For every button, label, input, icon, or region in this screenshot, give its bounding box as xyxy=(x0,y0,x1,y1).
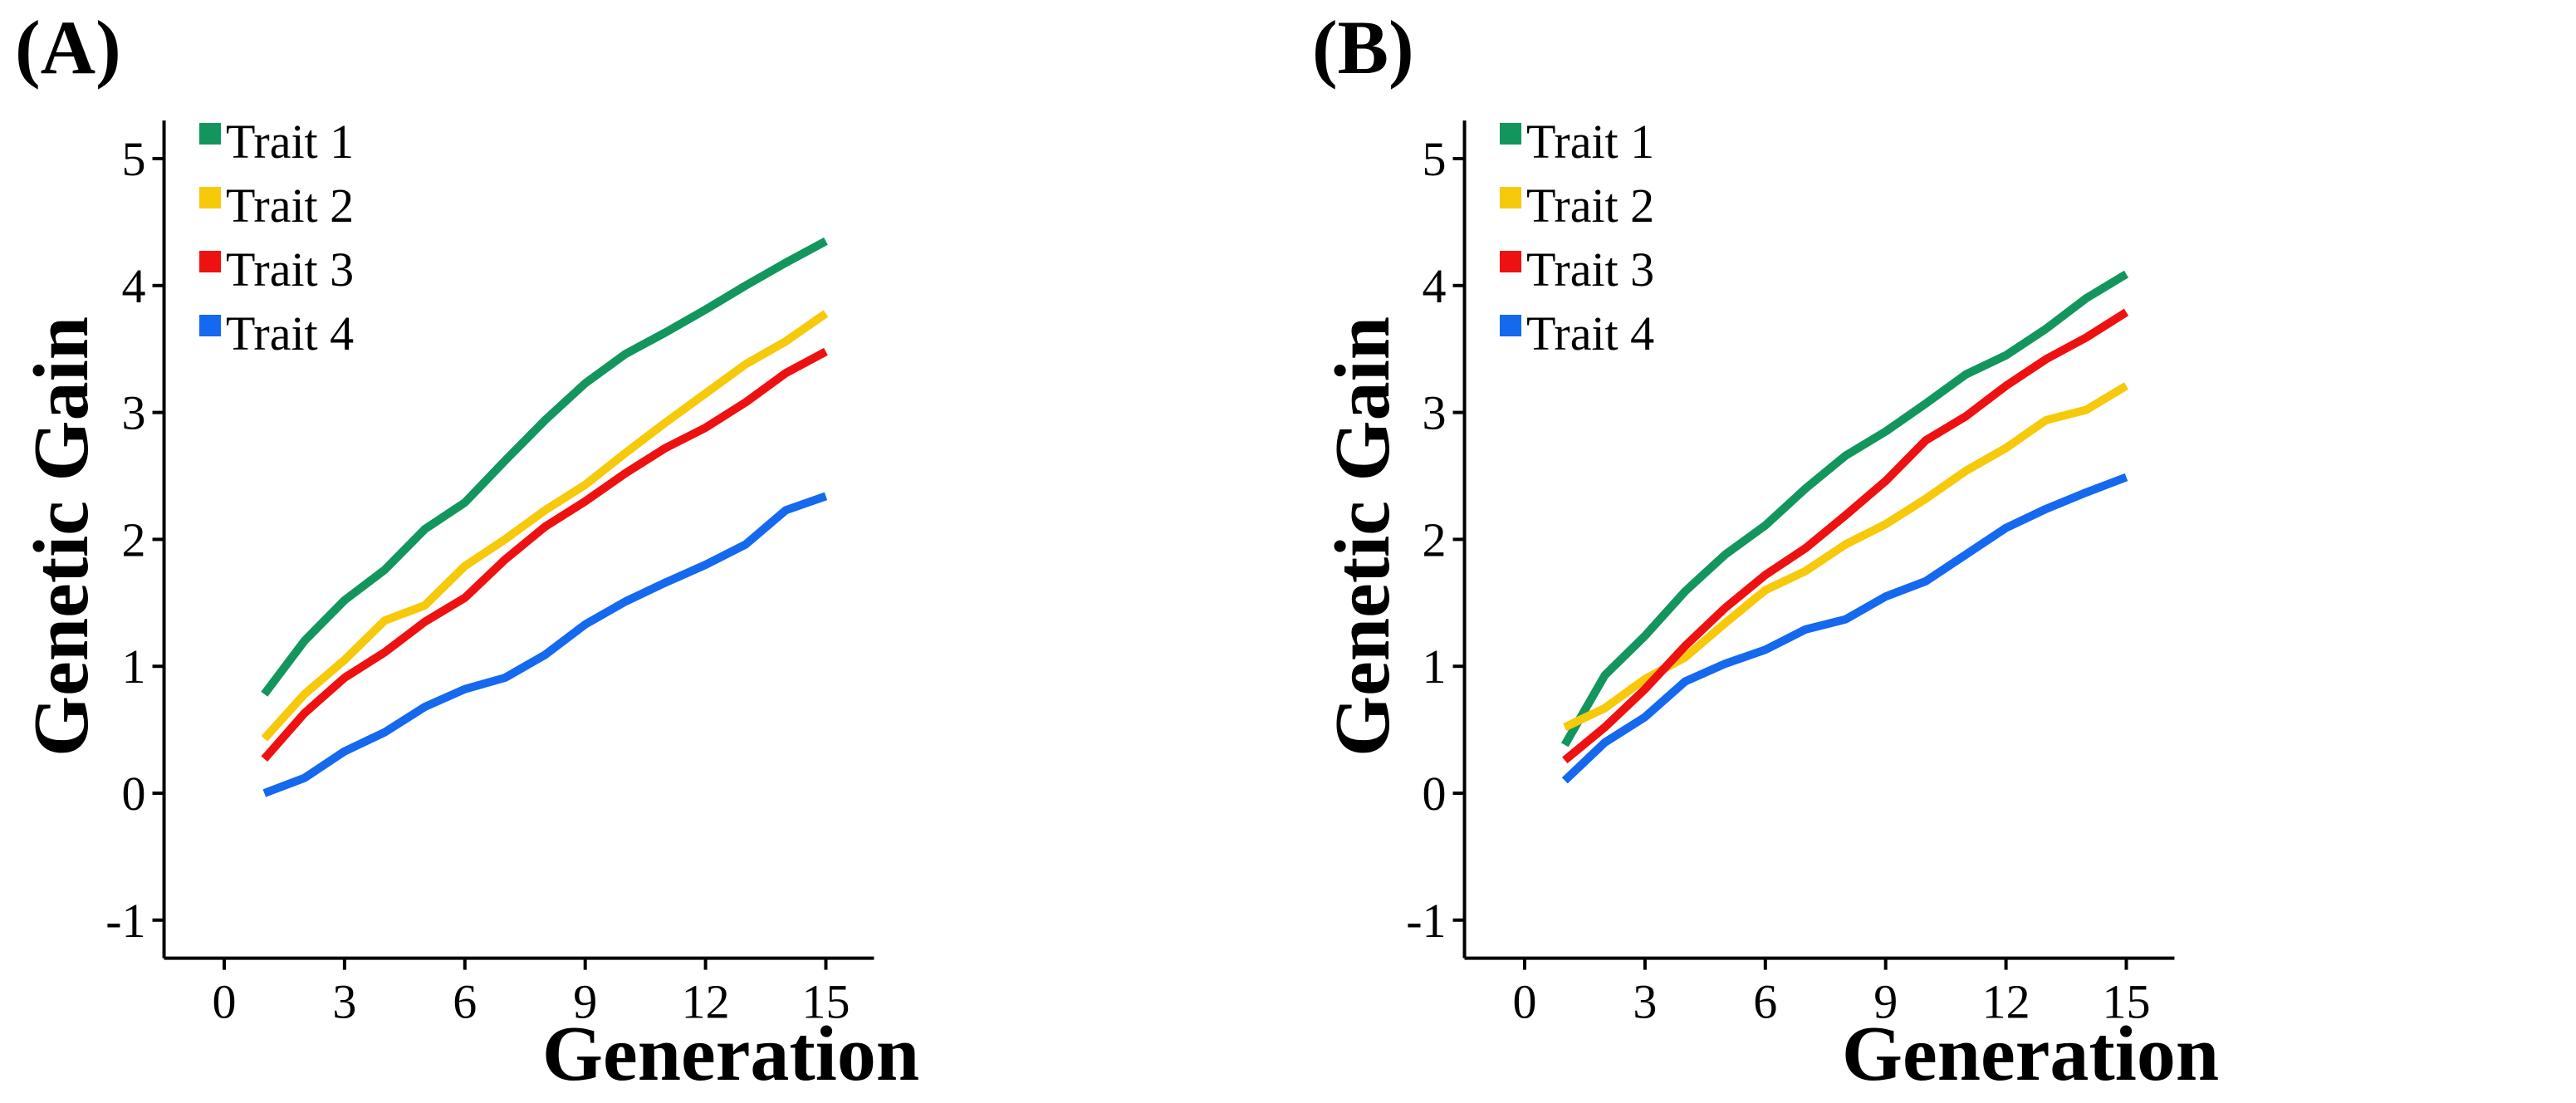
y-tick-label: 4 xyxy=(1423,259,1447,313)
x-tick-label: 6 xyxy=(1753,975,1777,1029)
y-tick-label: 0 xyxy=(122,767,146,821)
x-tick-label: 15 xyxy=(802,975,850,1029)
y-tick-label: 2 xyxy=(122,512,146,566)
legend-swatch-trait-4 xyxy=(199,315,221,336)
x-tick-label: 12 xyxy=(1982,975,2030,1029)
y-tick-label: -1 xyxy=(1406,894,1446,948)
series-line-trait-3 xyxy=(1562,308,2129,764)
y-axis-title: Genetic Gain xyxy=(18,316,105,757)
y-tick-label: 0 xyxy=(1423,767,1447,821)
legend-swatch-trait-1 xyxy=(1500,123,1521,145)
y-tick-label: 5 xyxy=(1423,132,1447,186)
x-tick-label: 6 xyxy=(453,975,477,1029)
series-line-trait-2 xyxy=(261,310,829,742)
y-tick-label: 3 xyxy=(122,386,146,440)
y-axis-title: Genetic Gain xyxy=(1320,316,1406,757)
legend-label-trait-2: Trait 2 xyxy=(1526,179,1654,233)
legend-label-trait-3: Trait 3 xyxy=(226,243,354,297)
x-tick-label: 15 xyxy=(2103,975,2151,1029)
x-axis-title: Generation xyxy=(542,1011,919,1097)
x-axis-title: Generation xyxy=(1842,1011,2219,1097)
x-tick-label: 3 xyxy=(332,975,356,1029)
x-tick-label: 9 xyxy=(573,975,597,1029)
legend-swatch-trait-2 xyxy=(199,187,221,208)
y-tick-label: -1 xyxy=(105,894,145,948)
legend-label-trait-4: Trait 4 xyxy=(226,306,354,360)
x-tick-label: 9 xyxy=(1873,975,1898,1029)
legend-swatch-trait-3 xyxy=(199,251,221,272)
legend-swatch-trait-2 xyxy=(1500,187,1521,208)
y-tick-label: 5 xyxy=(122,132,146,186)
series-line-trait-4 xyxy=(262,492,828,797)
y-tick-label: 1 xyxy=(122,640,146,694)
series-line-trait-3 xyxy=(261,347,828,762)
legend-swatch-trait-1 xyxy=(199,123,221,145)
series-line-trait-1 xyxy=(261,237,828,697)
panel-label: (A) xyxy=(15,5,121,90)
legend-label-trait-3: Trait 3 xyxy=(1526,243,1654,297)
legend-label-trait-1: Trait 1 xyxy=(1526,115,1654,169)
x-tick-label: 0 xyxy=(1513,975,1537,1029)
series-line-trait-1 xyxy=(1560,270,2129,748)
series-line-trait-4 xyxy=(1561,473,2128,784)
x-tick-label: 0 xyxy=(213,975,237,1029)
y-tick-label: 1 xyxy=(1423,640,1447,694)
x-tick-label: 3 xyxy=(1633,975,1657,1029)
legend-swatch-trait-3 xyxy=(1500,251,1521,272)
y-tick-label: 3 xyxy=(1423,386,1447,440)
panel-label: (B) xyxy=(1312,5,1414,90)
y-tick-label: 4 xyxy=(122,259,146,313)
legend-swatch-trait-4 xyxy=(1500,315,1521,336)
legend-label-trait-1: Trait 1 xyxy=(226,115,354,169)
x-tick-label: 12 xyxy=(682,975,730,1029)
y-tick-label: 2 xyxy=(1423,512,1447,566)
legend-label-trait-2: Trait 2 xyxy=(226,179,354,233)
legend-label-trait-4: Trait 4 xyxy=(1526,306,1654,360)
